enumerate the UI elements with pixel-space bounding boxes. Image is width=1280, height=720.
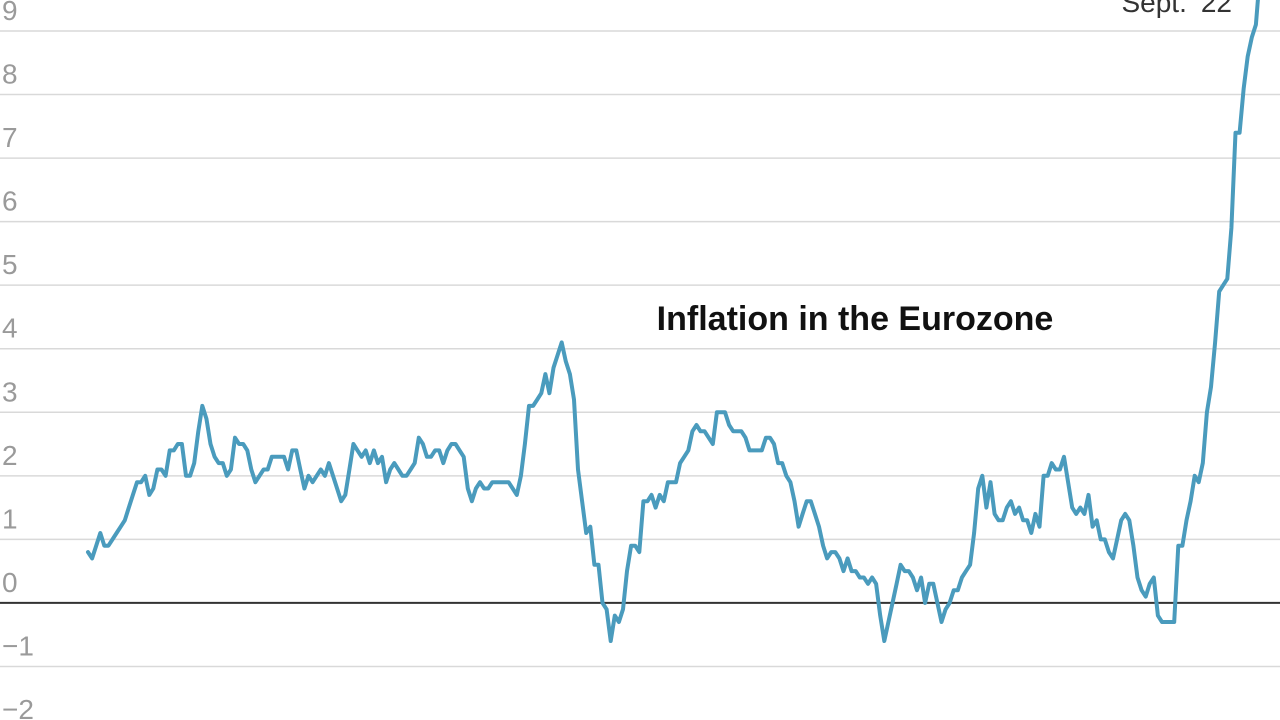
y-tick-label: 2	[2, 440, 18, 471]
y-tick-label: 0	[2, 567, 18, 598]
y-tick-label: 8	[2, 59, 18, 90]
y-tick-label: 9	[2, 0, 18, 26]
y-tick-labels: −2 −1 0 1 2 3 4 5 6 7 8 9	[2, 0, 34, 720]
sept-22-annotation: Sept. ’22	[1121, 0, 1232, 18]
y-tick-label: 6	[2, 186, 18, 217]
y-tick-label: 4	[2, 313, 18, 344]
y-tick-label: −1	[2, 630, 34, 661]
y-tick-label: 7	[2, 122, 18, 153]
y-tick-label: 3	[2, 376, 18, 407]
y-tick-label: 5	[2, 249, 18, 280]
inflation-series-line	[86, 0, 1260, 643]
gridlines	[0, 30, 1280, 668]
y-tick-label: −2	[2, 694, 34, 720]
y-tick-label: 1	[2, 503, 18, 534]
chart-title: Inflation in the Eurozone	[657, 300, 1054, 338]
